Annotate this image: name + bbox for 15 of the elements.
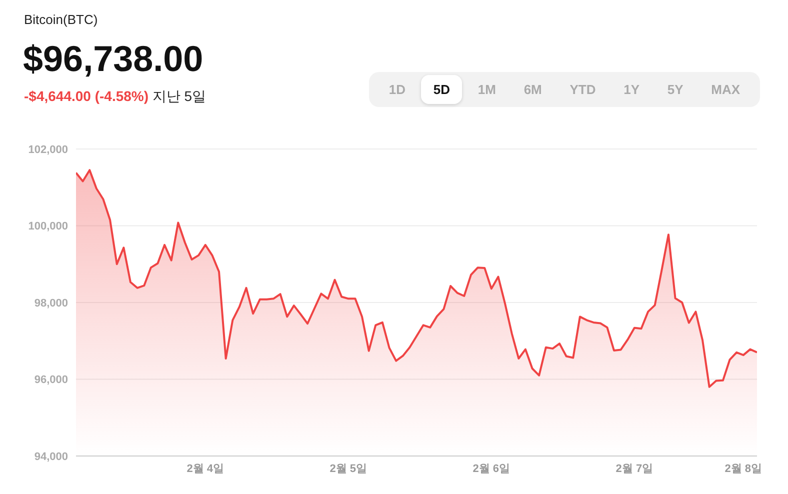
x-tick-label: 2월 4일 (186, 462, 224, 475)
y-tick-label: 96,000 (34, 374, 68, 386)
y-tick-label: 102,000 (28, 144, 68, 156)
y-tick-label: 98,000 (34, 297, 68, 310)
text: -$4,644.00 (-4.58%) (24, 88, 149, 104)
text: 지난 5일 (152, 88, 206, 104)
range-selector: 1D 5D 1M 6M YTD 1Y 5Y MAX (369, 72, 760, 107)
x-tick-label: 2월 7일 (616, 462, 654, 475)
chart-title: Bitcoin(BTC) (24, 12, 98, 27)
x-tick-label: 2월 5일 (330, 462, 368, 475)
y-tick-label: 94,000 (34, 450, 68, 463)
x-tick-label: 2월 6일 (472, 462, 510, 475)
y-tick-label: 100,000 (28, 220, 68, 233)
chart-subtitle: $96,738.00 (23, 38, 204, 80)
x-tick-label: 2월 8일 (724, 462, 762, 475)
